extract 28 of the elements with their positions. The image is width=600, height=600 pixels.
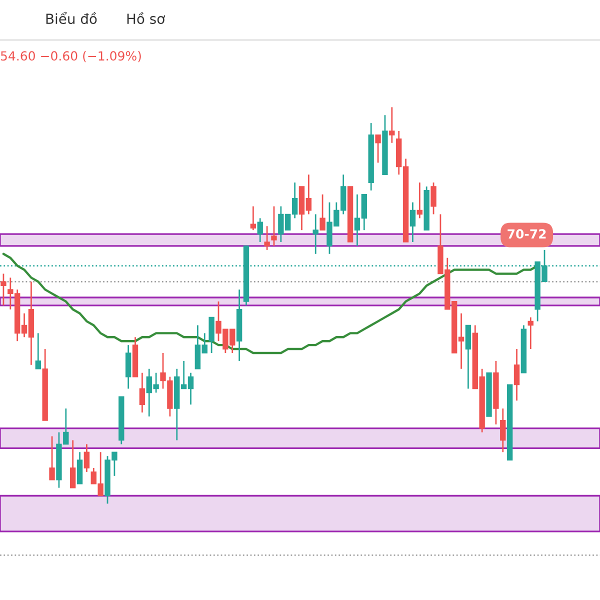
candlestick (514, 348, 520, 402)
candlestick (465, 324, 472, 390)
candlestick (257, 218, 263, 243)
candlestick (250, 206, 256, 231)
text: 54.60 −0.60 (−1.09%) (0, 50, 141, 62)
candlestick (416, 182, 422, 219)
candlestick (410, 202, 416, 243)
candlestick (264, 225, 270, 251)
candlestick (125, 344, 132, 390)
candlestick (528, 316, 534, 350)
candlestick (312, 214, 318, 255)
candlestick (49, 436, 55, 481)
annotation: 70-72 (508, 229, 546, 239)
candlestick (430, 182, 436, 215)
candlestick (208, 316, 214, 354)
candlestick (500, 408, 506, 453)
text: Biểu đồ (46, 12, 97, 24)
candlestick (84, 443, 90, 473)
candlestick (76, 451, 83, 485)
candlestick (70, 440, 76, 488)
candlestick (389, 106, 395, 144)
candlestick (139, 372, 146, 414)
candlestick (375, 134, 381, 164)
text: Hồ sơ (127, 12, 165, 24)
candlestick (35, 332, 41, 370)
candlestick (0, 273, 6, 306)
candlestick (271, 206, 277, 247)
candlestick (320, 194, 326, 231)
